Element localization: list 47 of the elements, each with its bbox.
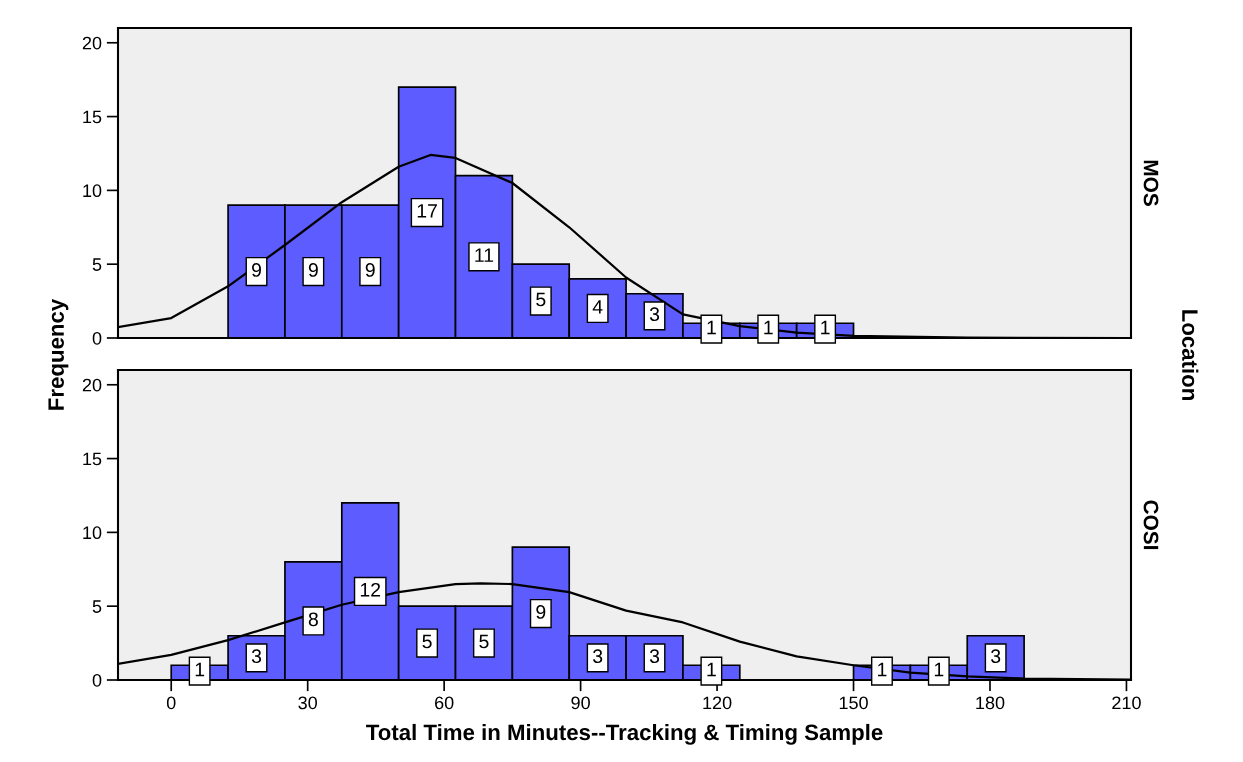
data-label: 3: [649, 307, 660, 322]
data-label: 1: [195, 662, 205, 677]
data-label: 1: [707, 320, 716, 335]
text: MOS: [1143, 160, 1159, 206]
data-label: 1: [821, 320, 830, 335]
data-label: 1: [707, 662, 716, 677]
data-label: 3: [593, 649, 603, 664]
y-tick-label: 10: [83, 184, 102, 198]
text: COSI: [1143, 500, 1159, 550]
data-label: 8: [308, 612, 318, 627]
x-tick-label: 90: [571, 696, 590, 710]
data-label: 5: [479, 634, 489, 649]
y-tick-label: 15: [83, 110, 102, 124]
y-tick-label: 5: [92, 258, 102, 271]
x-tick-label: 180: [976, 696, 1005, 710]
y-tick-label: 15: [83, 452, 102, 466]
data-label: 12: [360, 582, 381, 597]
data-label: 9: [252, 263, 261, 277]
data-label: 1: [878, 662, 887, 677]
data-label: 5: [536, 292, 546, 307]
x-axis-title: Total Time in Minutes--Tracking & Timing Sample: [366, 723, 883, 745]
data-label: 3: [251, 649, 262, 664]
y-axis-title: Frequency: [48, 298, 69, 410]
y-tick-label: 20: [82, 36, 102, 50]
text: Location: [1182, 310, 1199, 400]
x-tick-label: 0: [166, 696, 176, 710]
data-label: 9: [365, 263, 375, 277]
y-tick-label: 20: [82, 378, 102, 392]
data-label: 17: [417, 204, 437, 218]
x-tick-label: 120: [703, 696, 732, 710]
y-tick-label: 0: [92, 331, 102, 345]
x-tick-label: 60: [435, 696, 454, 710]
data-label: 4: [592, 300, 603, 314]
data-label: 9: [308, 263, 318, 277]
y-tick-label: 10: [83, 526, 102, 540]
x-tick-label: 210: [1112, 696, 1141, 710]
data-label: 11: [475, 248, 494, 262]
data-label: 5: [422, 634, 432, 649]
data-label: 3: [649, 649, 660, 664]
data-label: 9: [536, 605, 546, 619]
x-tick-label: 150: [839, 696, 868, 710]
y-tick-label: 0: [92, 673, 102, 687]
data-label: 1: [934, 662, 944, 677]
data-label: 3: [991, 649, 1001, 664]
x-tick-label: 30: [298, 696, 318, 710]
data-label: 1: [764, 320, 773, 335]
y-tick-label: 5: [92, 600, 102, 613]
